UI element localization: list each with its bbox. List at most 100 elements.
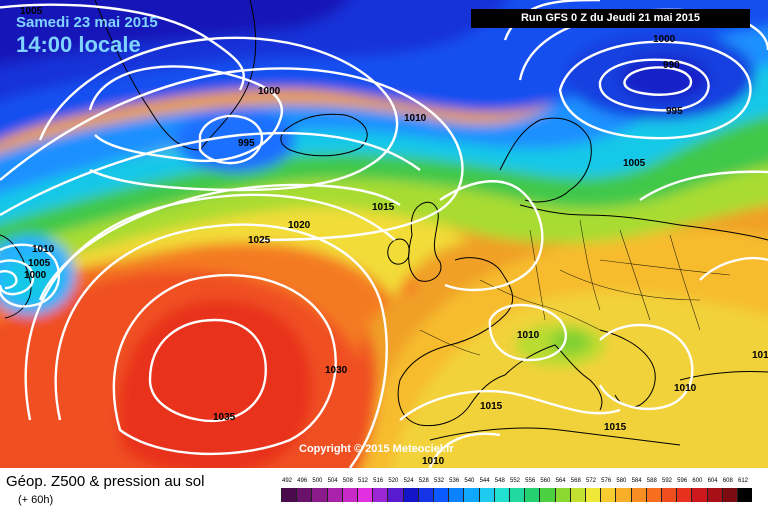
color-scale: 492 496 500 504 508 512 516 520 524 528 532 536 540 5… (281, 478, 753, 504)
great-britain-coast (408, 201, 442, 282)
isobar-label: 995 (238, 138, 255, 149)
scale-label: 576 (601, 478, 612, 484)
scale-swatch (524, 488, 540, 502)
isobar-1030 (112, 273, 337, 456)
legend-title: Géop. Z500 & pression au sol (6, 473, 205, 490)
isobar-label: 1005 (623, 158, 646, 169)
field-zone-orange-band (0, 229, 420, 360)
scale-label: 600 (692, 478, 703, 484)
scale-label: 596 (677, 478, 688, 484)
scale-label: 548 (494, 478, 505, 484)
border-line (479, 279, 601, 331)
scale-label: 580 (616, 478, 627, 484)
isobar-1000-west (0, 270, 18, 290)
france-iberia-coast (397, 257, 514, 427)
scale-label: 588 (646, 478, 657, 484)
field-zone-yellow-band (0, 203, 470, 300)
border-line (669, 234, 701, 331)
turkey-coast (679, 371, 768, 381)
isobar-1000-ne (558, 40, 752, 140)
isobar-label: 1010 (674, 383, 697, 394)
scale-label: 572 (585, 478, 596, 484)
isobar-label: 1010 (422, 456, 445, 467)
border-line (579, 219, 601, 311)
scale-label: 556 (525, 478, 536, 484)
scale-label: 536 (449, 478, 460, 484)
scale-label: 608 (722, 478, 733, 484)
scale-label: 532 (433, 478, 444, 484)
scale-swatch (402, 488, 418, 502)
scale-swatch (721, 488, 737, 502)
scale-label: 604 (707, 478, 718, 484)
isobar-label: 1010 (32, 244, 55, 255)
isobar-1020-north (0, 131, 421, 217)
scale-swatch (630, 488, 646, 502)
legend-subtitle: (+ 60h) (18, 494, 54, 506)
scale-label: 560 (540, 478, 551, 484)
model-run-label: Run GFS 0 Z du Jeudi 21 mai 2015 (471, 9, 750, 28)
scale-label: 584 (631, 478, 642, 484)
border-line (619, 229, 651, 321)
scale-swatch (554, 488, 570, 502)
scale-label: 512 (357, 478, 368, 484)
iceland-coast (280, 113, 368, 157)
isobar-1035 (148, 318, 267, 423)
isobar-label: 1010 (752, 350, 768, 361)
scale-label: 564 (555, 478, 566, 484)
isobar-1010-west (0, 243, 61, 308)
forecast-date: Samedi 23 mai 2015 (16, 14, 158, 31)
scale-swatch (448, 488, 464, 502)
isobar-label: 1005 (28, 258, 51, 269)
scale-swatch (478, 488, 494, 502)
isobar-1020-south (24, 193, 396, 421)
scale-swatch (676, 488, 692, 502)
scale-swatch (615, 488, 631, 502)
isobar-label: 1035 (213, 412, 236, 423)
isobar-label: 1010 (517, 330, 540, 341)
field-zone-deep-red (118, 300, 312, 468)
isobar-1000 (88, 65, 283, 163)
isobar-1015-east (699, 257, 768, 281)
baltic-coast (519, 204, 768, 241)
scale-label: 520 (388, 478, 399, 484)
isobar-1010-iceland (38, 36, 399, 192)
scale-swatch (509, 488, 525, 502)
ireland-coast (387, 238, 410, 265)
scandinavia-coast (499, 117, 592, 203)
isobar-1010-balkans (598, 323, 694, 411)
scale-swatch (645, 488, 661, 502)
isobar-labels: 1005 1000 995 1010 1015 1020 1025 1030 1… (20, 6, 768, 467)
isobar-label: 1000 (24, 270, 47, 281)
isobar-label: 1020 (288, 220, 311, 231)
isobar-995 (198, 114, 263, 165)
scale-swatch (706, 488, 722, 502)
border-line (419, 329, 481, 356)
field-zone-green-band (0, 106, 768, 250)
scale-label: 528 (418, 478, 429, 484)
scale-label: 592 (661, 478, 672, 484)
scale-swatch (661, 488, 677, 502)
border-line (529, 229, 546, 321)
copyright-text: Copyright © 2015 Meteociel.fr (299, 443, 454, 455)
isobar-1025-south (54, 223, 388, 468)
scale-swatch (691, 488, 707, 502)
isobar-1015-south (399, 389, 621, 421)
scale-swatch (341, 488, 357, 502)
isobar-1005-west (0, 259, 35, 296)
isobar-1010-ne (503, 0, 601, 41)
legend-bar: Géop. Z500 & pression au sol (+ 60h) 492… (0, 468, 768, 512)
geopotential-field: 1005 1000 995 1010 1015 1020 1025 1030 1… (0, 0, 768, 468)
isobar-label: 1000 (258, 86, 281, 97)
labrador-coast (0, 234, 32, 319)
isobar-label: 1025 (248, 235, 271, 246)
isobar-label: 1015 (372, 202, 395, 213)
scale-label: 612 (737, 478, 748, 484)
isobar-1015-mid (439, 180, 544, 292)
isobar-1010-south (428, 432, 501, 468)
scale-swatch (433, 488, 449, 502)
border-line (599, 259, 731, 276)
field-zone-deepblue (0, 0, 349, 66)
scale-label: 500 (312, 478, 323, 484)
scale-swatch (387, 488, 403, 502)
isobar-1015-north (0, 67, 464, 242)
